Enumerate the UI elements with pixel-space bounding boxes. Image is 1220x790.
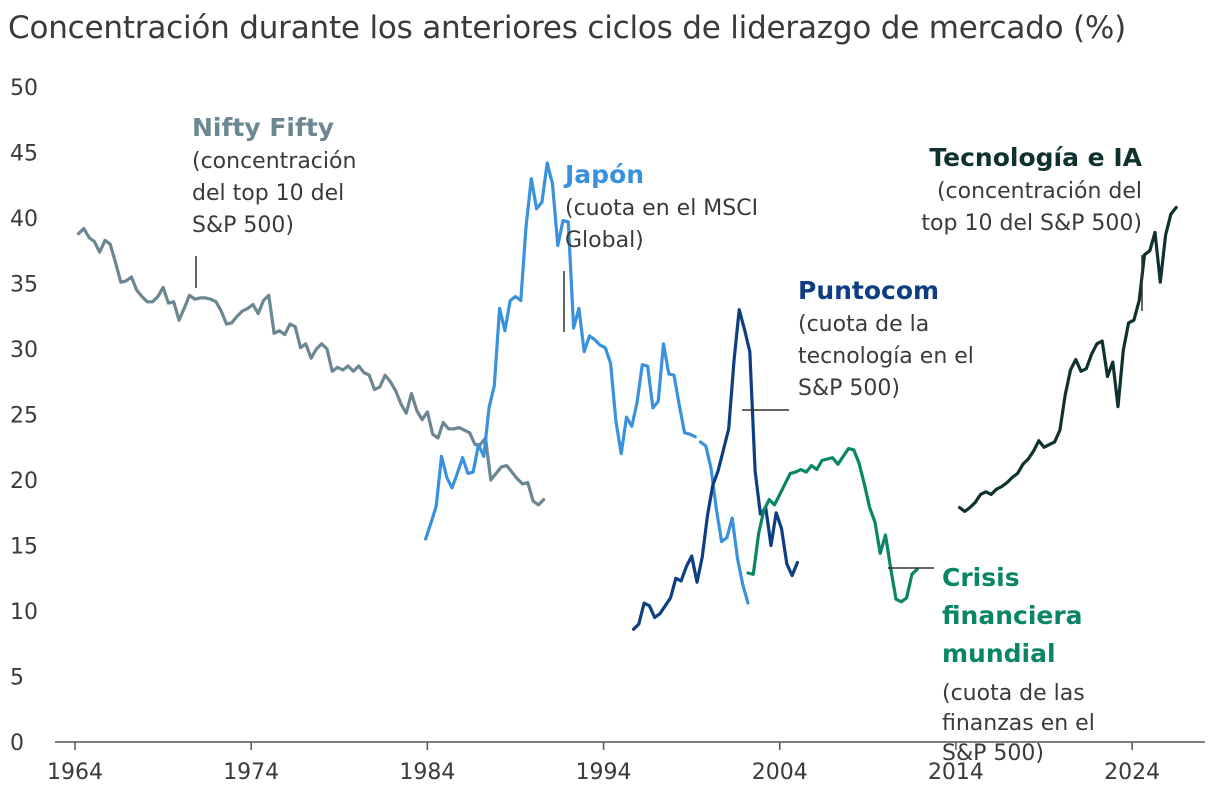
annotation-subtitle: tecnología en el bbox=[798, 344, 974, 369]
series-line-2 bbox=[698, 440, 750, 605]
annotation-title: Crisis bbox=[942, 563, 1020, 592]
annotation-subtitle: S&P 500) bbox=[798, 376, 900, 401]
y-tick-label: 20 bbox=[10, 469, 38, 494]
x-tick-label: 2004 bbox=[752, 760, 808, 785]
annotation-subtitle: Global) bbox=[565, 228, 644, 253]
x-tick-label: 1964 bbox=[47, 760, 103, 785]
annotation-subtitle: (cuota de la bbox=[798, 312, 929, 337]
annotation-subtitle: (concentración bbox=[192, 149, 356, 174]
series-line-5 bbox=[957, 205, 1178, 513]
y-tick-label: 15 bbox=[10, 535, 38, 560]
annotation-subtitle: S&P 500) bbox=[192, 213, 294, 238]
annotation-subtitle: (concentración del bbox=[937, 179, 1142, 204]
x-tick-label: 1994 bbox=[576, 760, 632, 785]
annotation-subtitle: top 10 del S&P 500) bbox=[921, 211, 1142, 236]
series-layer bbox=[76, 161, 1178, 631]
y-tick-label: 0 bbox=[10, 731, 24, 756]
annotation-subtitle: del top 10 del bbox=[192, 181, 344, 206]
x-tick-label: 1984 bbox=[399, 760, 455, 785]
x-tick-label: 2024 bbox=[1104, 760, 1160, 785]
y-axis-ticks: 0 5 10 15 20 25 30 35 40 45 50 bbox=[10, 76, 38, 756]
y-tick-label: 45 bbox=[10, 142, 38, 167]
chart-title: Concentración durante los anteriores cic… bbox=[8, 10, 1127, 46]
annotations: Nifty Fifty (concentración del top 10 del S… bbox=[192, 113, 1143, 766]
annotation-title: mundial bbox=[942, 639, 1056, 668]
annotation-subtitle: S&P 500) bbox=[942, 741, 1044, 766]
x-axis-ticks: 1964 1974 1984 1994 2004 2014 2024 bbox=[47, 742, 1160, 785]
y-tick-label: 25 bbox=[10, 404, 38, 429]
x-tick-label: 2014 bbox=[928, 760, 984, 785]
y-tick-label: 50 bbox=[10, 76, 38, 101]
annotation-title: financiera bbox=[942, 601, 1083, 630]
annotation-title: Nifty Fifty bbox=[192, 113, 334, 142]
series-line-0 bbox=[76, 226, 546, 507]
series-line-3 bbox=[631, 308, 800, 631]
y-tick-label: 40 bbox=[10, 207, 38, 232]
annotation-leaders bbox=[195, 255, 1143, 569]
series-line-1 bbox=[424, 161, 697, 541]
y-tick-label: 10 bbox=[10, 600, 38, 625]
y-tick-label: 35 bbox=[10, 273, 38, 298]
x-tick-label: 1974 bbox=[223, 760, 279, 785]
annotation-title: Tecnología e IA bbox=[929, 143, 1142, 172]
series-line-4 bbox=[746, 447, 919, 604]
y-tick-label: 30 bbox=[10, 338, 38, 363]
annotation-title: Japón bbox=[563, 160, 644, 189]
annotation-subtitle: (cuota de las bbox=[942, 681, 1085, 706]
annotation-subtitle: finanzas en el bbox=[942, 711, 1095, 736]
annotation-subtitle: (cuota en el MSCI bbox=[565, 196, 758, 221]
annotation-title: Puntocom bbox=[798, 276, 939, 305]
y-tick-label: 5 bbox=[10, 666, 24, 691]
